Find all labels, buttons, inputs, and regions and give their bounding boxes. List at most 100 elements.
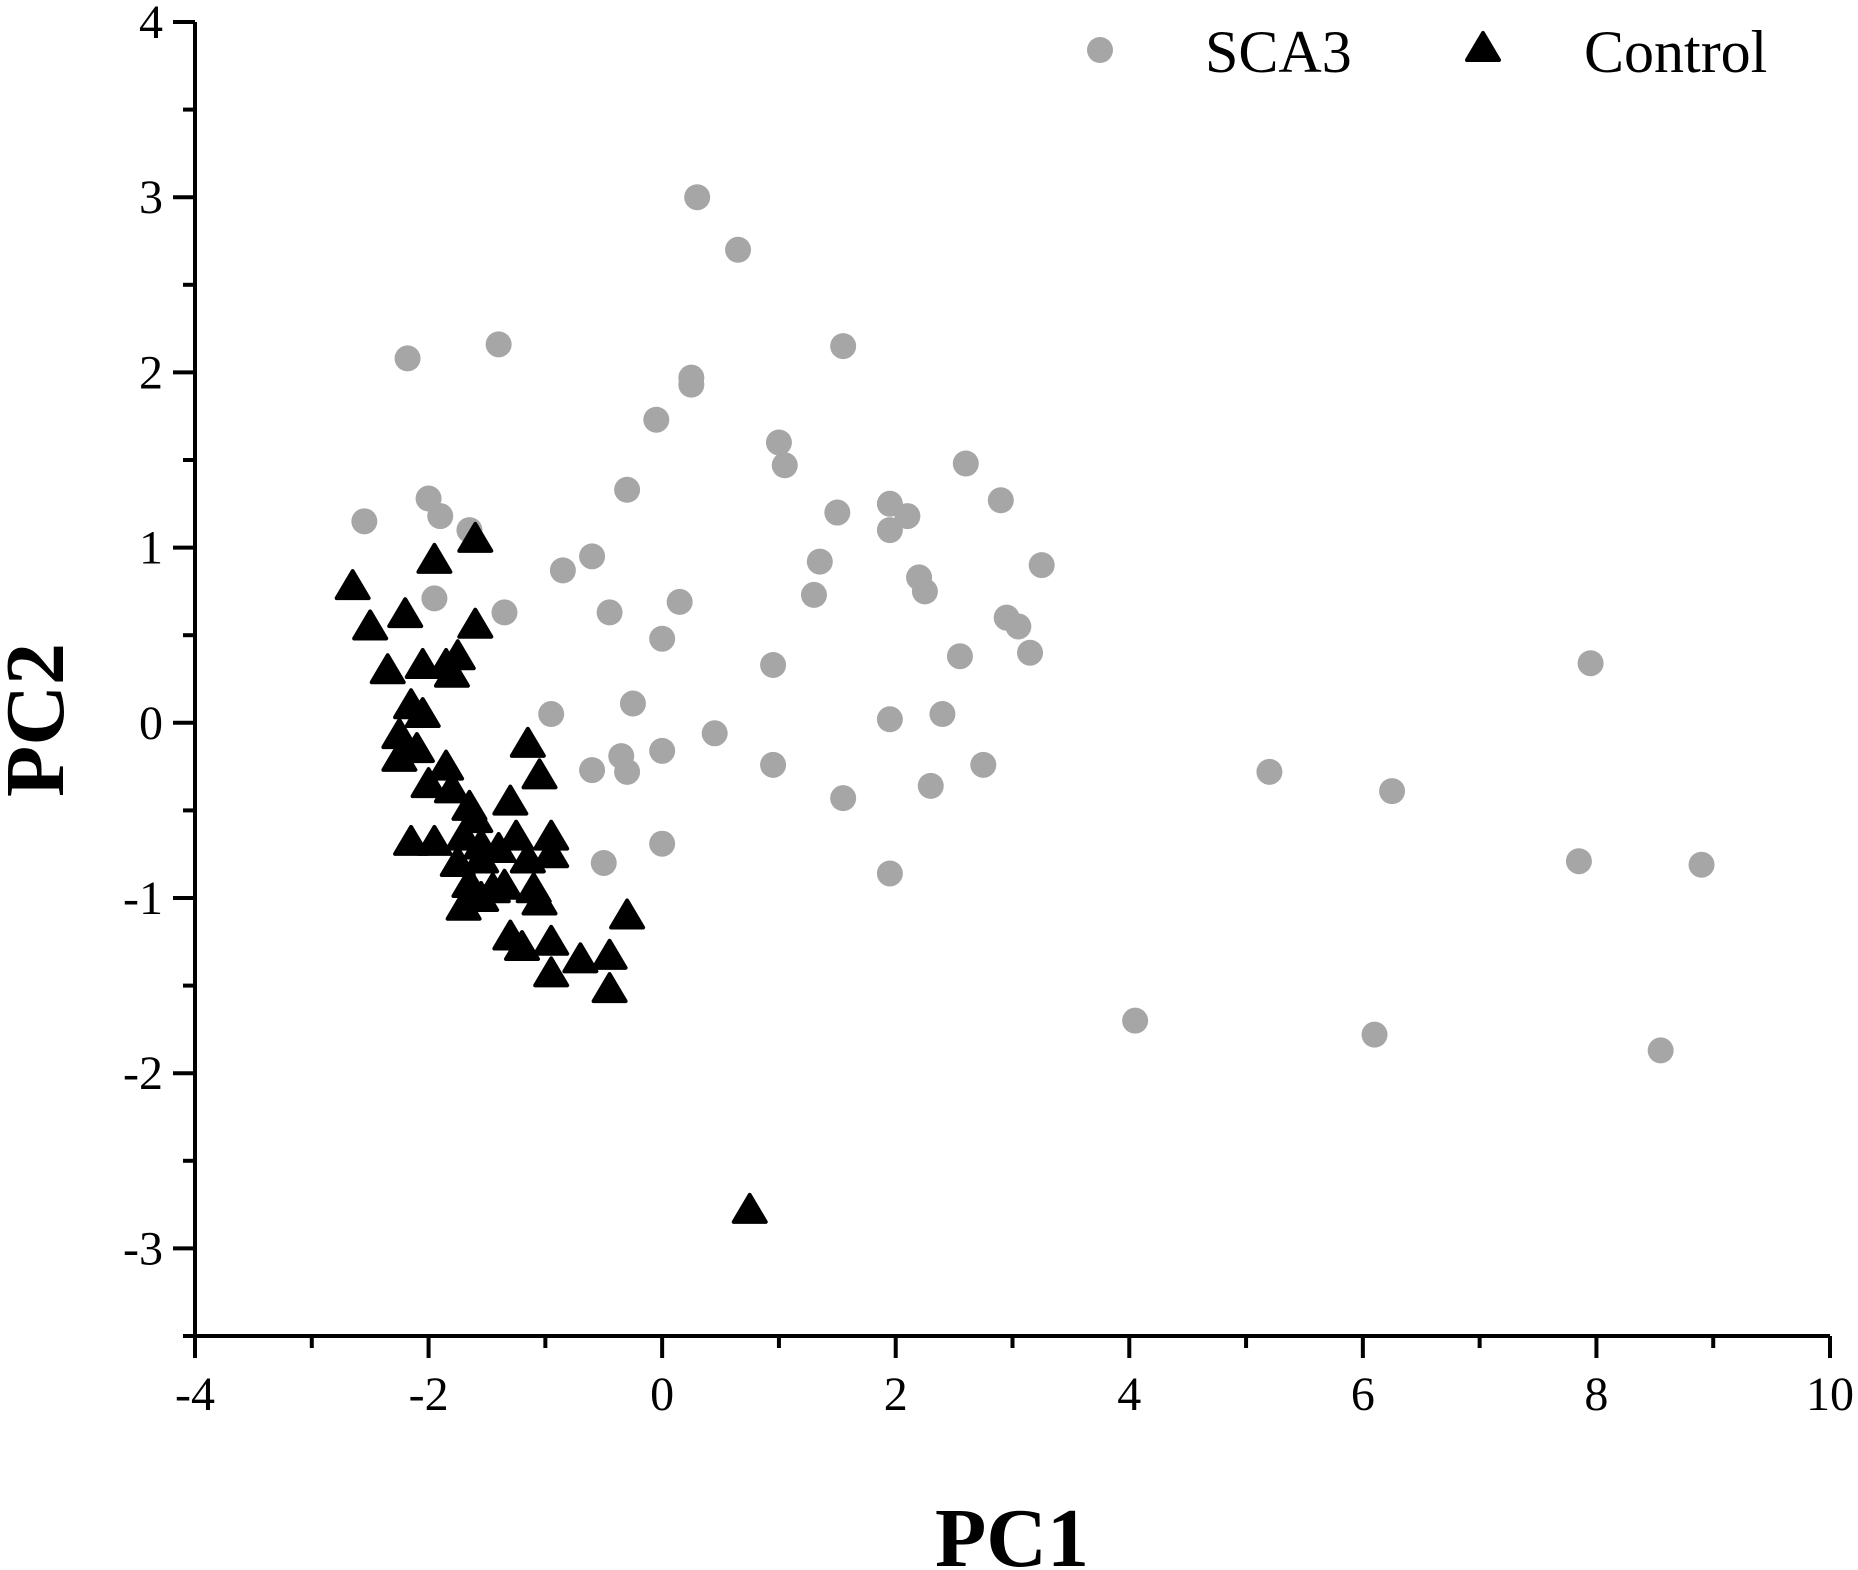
x-tick-label: 2 <box>884 1368 908 1421</box>
point-sca3 <box>614 476 641 503</box>
x-tick-label: 10 <box>1806 1368 1854 1421</box>
point-sca3 <box>394 345 421 372</box>
point-control <box>334 569 371 601</box>
y-tick-label: 0 <box>139 697 163 750</box>
point-sca3 <box>590 849 617 876</box>
point-control <box>492 784 529 816</box>
y-tick-label: -3 <box>123 1222 163 1275</box>
y-tick-label: -1 <box>123 872 163 925</box>
x-tick-label: -4 <box>175 1368 215 1421</box>
point-sca3 <box>427 503 454 530</box>
point-sca3 <box>684 184 711 211</box>
point-sca3 <box>579 543 606 570</box>
point-sca3 <box>678 371 705 398</box>
point-sca3 <box>1577 650 1604 677</box>
point-control <box>428 749 465 781</box>
point-sca3 <box>421 585 448 612</box>
point-sca3 <box>1379 778 1406 805</box>
point-control <box>591 972 628 1004</box>
point-control <box>731 1192 768 1224</box>
point-sca3 <box>876 860 903 887</box>
point-sca3 <box>800 581 827 608</box>
point-sca3 <box>876 706 903 733</box>
legend-label-sca3: SCA3 <box>1205 19 1352 85</box>
point-control <box>416 542 453 574</box>
y-tick-label: -2 <box>123 1047 163 1100</box>
point-control <box>404 647 441 679</box>
point-sca3 <box>1688 851 1715 878</box>
point-control <box>504 930 540 962</box>
point-control <box>433 772 470 804</box>
x-tick-label: 8 <box>1584 1368 1608 1421</box>
point-control <box>609 898 646 930</box>
legend-marker-sca3 <box>1087 37 1113 63</box>
legend: SCA3 Control <box>1087 19 1767 85</box>
point-sca3 <box>929 701 956 728</box>
y-tick-label: 2 <box>139 346 163 399</box>
point-control <box>533 956 570 988</box>
point-sca3 <box>549 557 576 584</box>
point-sca3 <box>1256 758 1283 785</box>
point-sca3 <box>760 651 787 678</box>
point-sca3 <box>824 499 851 526</box>
point-control <box>381 740 418 772</box>
point-control <box>533 837 570 869</box>
point-sca3 <box>619 690 646 717</box>
point-control <box>521 884 558 916</box>
point-sca3 <box>649 737 676 764</box>
point-control <box>433 656 470 688</box>
legend-label-control: Control <box>1584 19 1767 85</box>
point-sca3 <box>946 643 973 670</box>
point-sca3 <box>952 450 979 477</box>
point-sca3 <box>491 599 518 626</box>
point-control <box>393 824 430 856</box>
point-sca3 <box>830 333 857 360</box>
point-control <box>457 521 494 553</box>
point-sca3 <box>830 785 857 812</box>
point-sca3 <box>666 588 693 615</box>
point-control <box>369 653 406 685</box>
point-control <box>498 819 535 851</box>
point-sca3 <box>876 517 903 544</box>
y-tick-label: 1 <box>139 522 163 575</box>
y-tick-label: 4 <box>139 0 163 49</box>
point-sca3 <box>351 508 378 535</box>
point-sca3 <box>987 487 1014 514</box>
point-sca3 <box>771 452 798 479</box>
point-sca3 <box>1028 552 1055 579</box>
point-control <box>457 607 494 639</box>
point-sca3 <box>614 758 641 785</box>
point-sca3 <box>970 751 997 778</box>
x-tick-label: 0 <box>650 1368 674 1421</box>
point-sca3 <box>1122 1007 1149 1034</box>
point-sca3 <box>1005 613 1032 640</box>
point-sca3 <box>643 406 670 433</box>
point-sca3 <box>911 578 938 605</box>
y-axis-title: PC2 <box>0 643 82 797</box>
point-sca3 <box>760 751 787 778</box>
point-sca3 <box>917 772 944 799</box>
point-sca3 <box>579 757 606 784</box>
point-control <box>591 938 628 970</box>
point-control <box>486 868 523 900</box>
point-sca3 <box>649 830 676 857</box>
point-control <box>445 819 482 851</box>
point-sca3 <box>1361 1021 1388 1048</box>
point-sca3 <box>1565 848 1592 875</box>
point-control <box>562 942 599 974</box>
point-control <box>387 597 424 629</box>
point-sca3 <box>765 429 792 456</box>
point-sca3 <box>485 331 512 358</box>
point-sca3 <box>806 548 833 575</box>
data-points <box>334 184 1715 1224</box>
point-control <box>352 609 389 641</box>
point-sca3 <box>538 701 565 728</box>
point-control <box>533 924 570 956</box>
point-sca3 <box>1017 639 1044 666</box>
point-sca3 <box>1647 1037 1674 1064</box>
point-sca3 <box>596 599 623 626</box>
point-control <box>521 758 558 790</box>
x-axis-title: PC1 <box>935 1492 1089 1570</box>
x-tick-label: 4 <box>1117 1368 1141 1421</box>
